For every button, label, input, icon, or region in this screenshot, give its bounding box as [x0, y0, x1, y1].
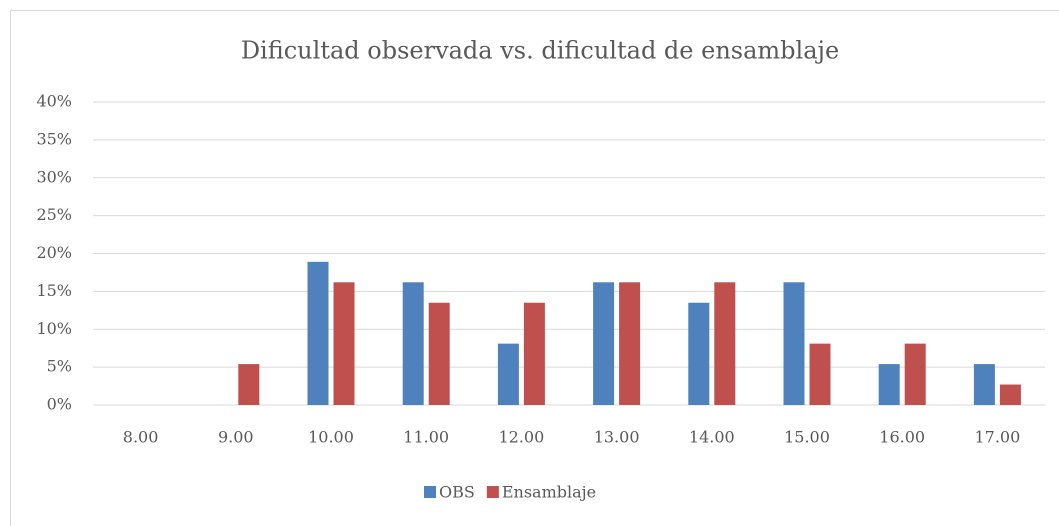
bar — [619, 282, 641, 405]
bar — [402, 282, 424, 405]
legend-label: OBS — [439, 483, 475, 502]
x-tick-label: 15.00 — [784, 428, 830, 447]
bar — [878, 364, 900, 405]
y-tick-label: 5% — [47, 357, 72, 376]
chart-title: Dificultad observada vs. dificultad de e… — [241, 37, 839, 65]
bar — [428, 302, 450, 405]
x-tick-label: 9.00 — [218, 428, 254, 447]
bar — [593, 282, 615, 405]
bar — [809, 343, 831, 405]
x-tick-label: 14.00 — [689, 428, 735, 447]
y-tick-label: 10% — [36, 319, 72, 338]
y-tick-label: 15% — [36, 281, 72, 300]
x-tick-label: 13.00 — [594, 428, 640, 447]
chart-frame — [10, 10, 1059, 526]
y-tick-label: 40% — [36, 92, 72, 111]
y-tick-label: 35% — [36, 129, 72, 148]
x-tick-label: 10.00 — [308, 428, 354, 447]
bar — [904, 343, 926, 405]
bar — [973, 364, 995, 405]
bar — [307, 261, 329, 405]
bar — [714, 282, 736, 405]
y-tick-label: 20% — [36, 243, 72, 262]
bar — [333, 282, 355, 405]
y-tick-label: 0% — [47, 395, 72, 414]
y-tick-label: 25% — [36, 205, 72, 224]
bar — [999, 384, 1021, 405]
legend-swatch — [424, 486, 436, 498]
legend-label: Ensamblaje — [502, 483, 596, 502]
x-tick-label: 11.00 — [403, 428, 449, 447]
bar — [688, 302, 710, 405]
bar — [238, 364, 260, 405]
x-tick-label: 8.00 — [123, 428, 159, 447]
bar — [783, 282, 805, 405]
y-tick-label: 30% — [36, 167, 72, 186]
bar — [497, 343, 519, 405]
x-tick-label: 16.00 — [879, 428, 925, 447]
bar — [523, 302, 545, 405]
x-tick-label: 12.00 — [498, 428, 544, 447]
legend-swatch — [486, 486, 499, 498]
x-tick-label: 17.00 — [974, 428, 1020, 447]
